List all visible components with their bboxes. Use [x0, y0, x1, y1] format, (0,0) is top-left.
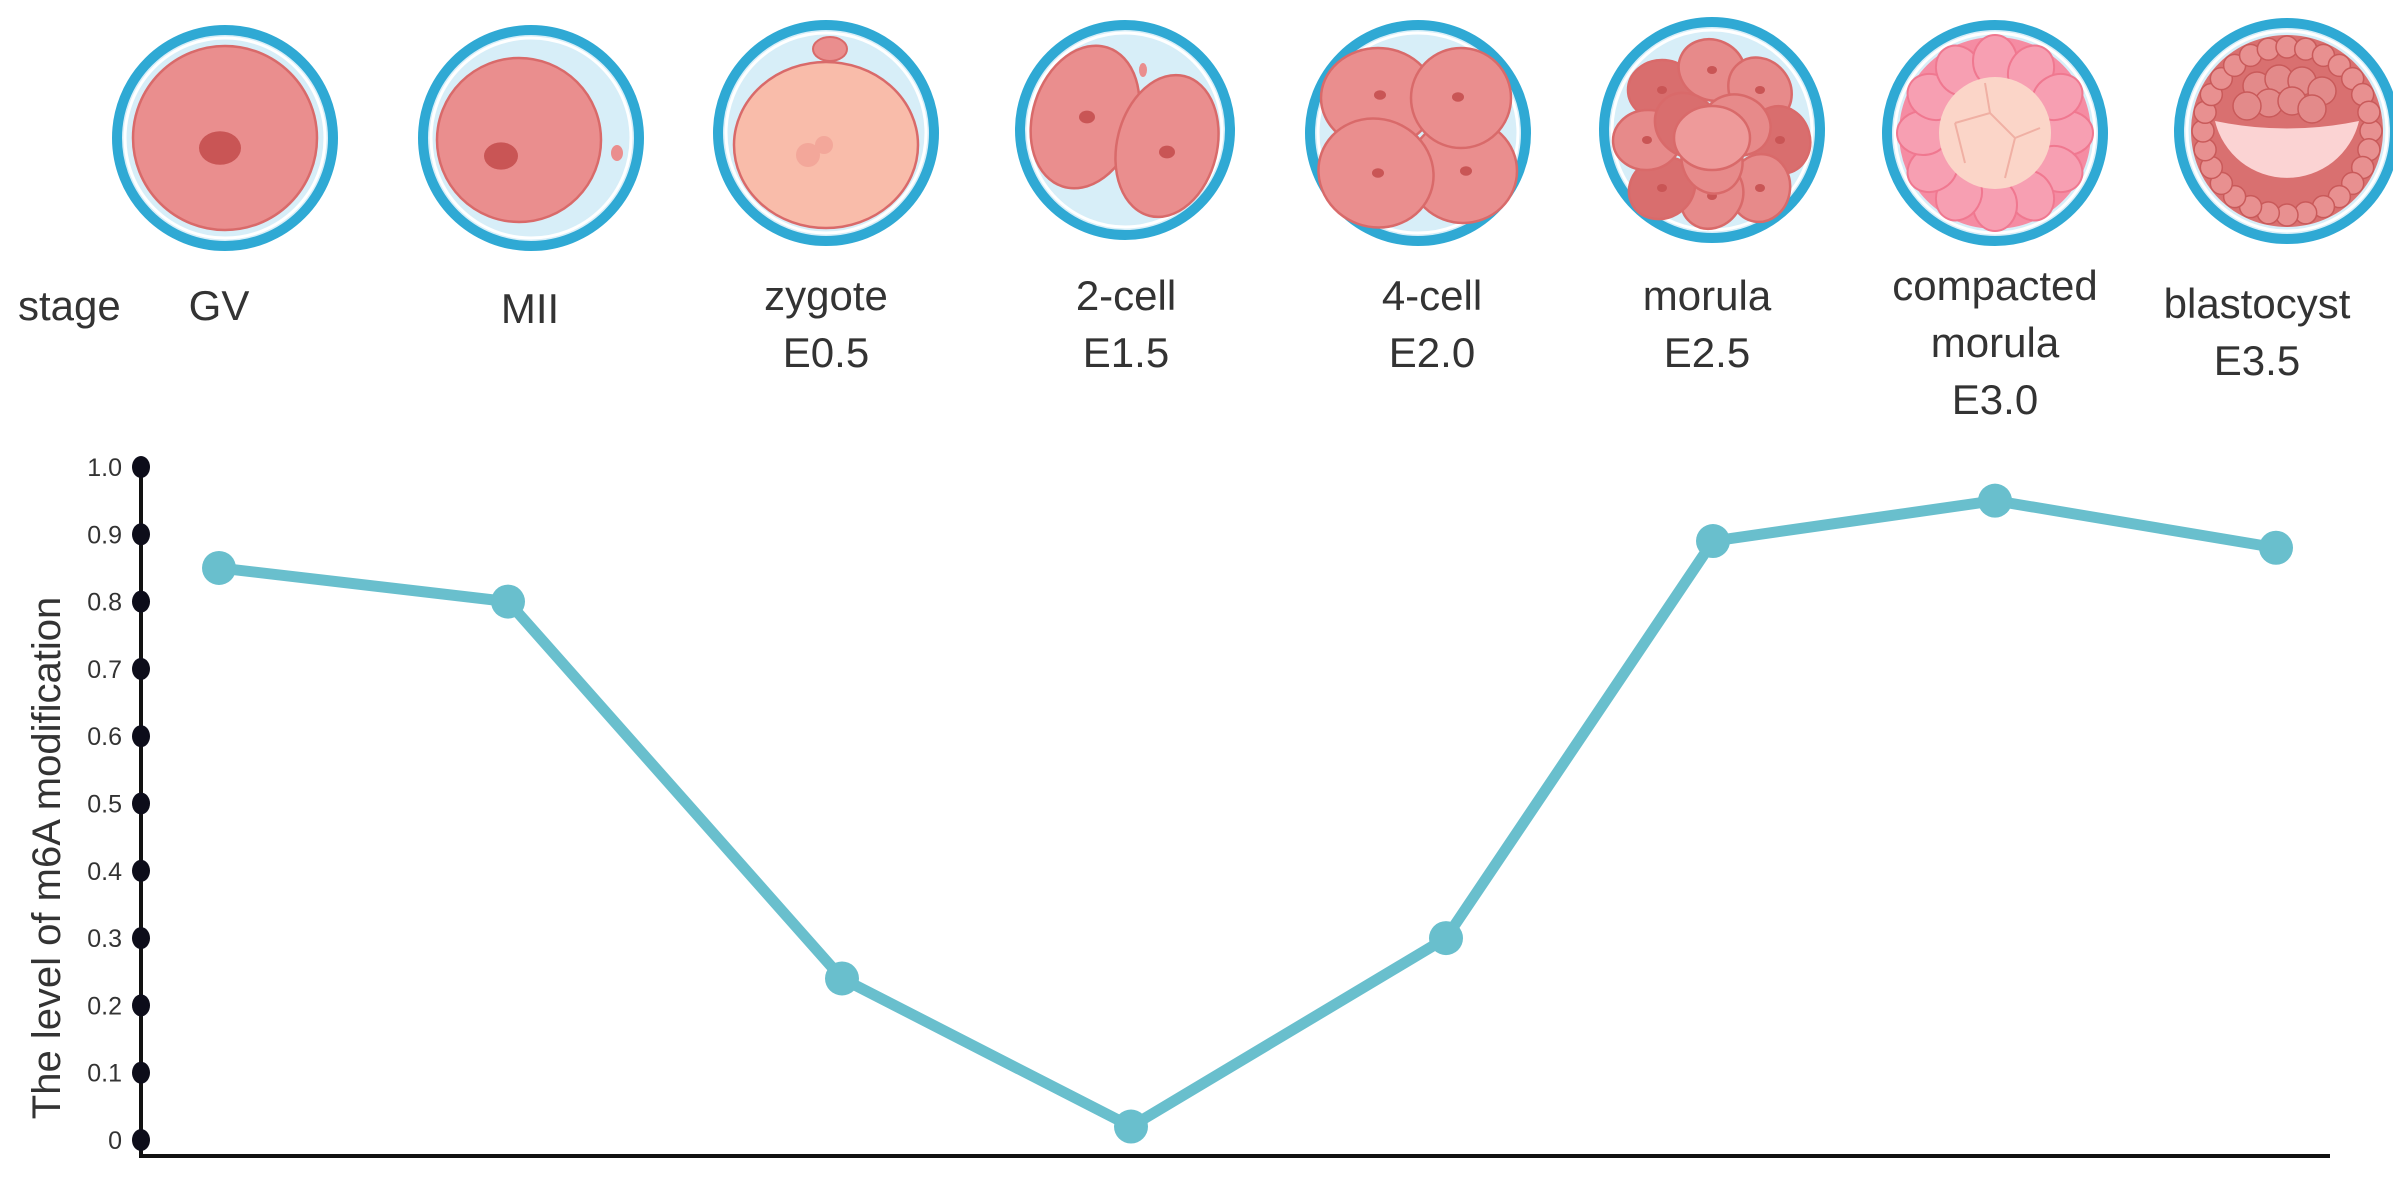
y-tick-label: 0.5 — [87, 791, 122, 819]
stage-label-4cell: E2.0 — [1389, 329, 1475, 376]
y-tick-label: 0.7 — [87, 656, 122, 684]
stage-label-mii: MII — [501, 285, 559, 332]
y-tick-label: 1.0 — [87, 454, 122, 482]
y-tick-mark — [132, 927, 150, 950]
y-tick-mark — [132, 523, 150, 546]
y-tick-label: 0.8 — [87, 589, 122, 617]
embryo-2-cell — [1015, 20, 1235, 240]
y-tick-mark — [132, 859, 150, 882]
y-tick-label: 0.2 — [87, 992, 122, 1020]
series-line — [213, 495, 2282, 1133]
stage-label-4cell: 4-cell — [1382, 272, 1482, 319]
data-point-morula — [1696, 524, 1730, 559]
stage-label-blastocyst: E3.5 — [2214, 337, 2300, 384]
embryo-compacted-morula — [1882, 20, 2108, 246]
data-point-zygote — [825, 961, 859, 996]
y-tick-label: 0.3 — [87, 925, 122, 953]
y-tick-label: 0 — [108, 1127, 122, 1155]
data-point-2cell — [1114, 1109, 1148, 1144]
y-tick-mark — [132, 1129, 150, 1151]
y-tick-mark — [132, 725, 150, 748]
stage-label-2cell: 2-cell — [1076, 272, 1176, 319]
y-tick-mark — [132, 590, 150, 613]
y-ticks: 0 0.1 0.2 0.3 0.4 0.5 0.6 0.7 0.8 0.9 1.0 — [87, 454, 150, 1155]
y-tick-label: 0.1 — [87, 1060, 122, 1088]
line-chart: The level of m6A modification 0 0.1 0.2 0.3… — [25, 454, 2330, 1158]
embryo-4-cell — [1305, 20, 1531, 246]
stage-label-compacted: morula — [1931, 319, 2060, 366]
y-tick-mark — [132, 657, 150, 680]
data-point-compacted — [1978, 483, 2012, 518]
y-tick-mark — [132, 994, 150, 1017]
data-point-mii — [491, 584, 525, 619]
stage-label-morula: morula — [1643, 272, 1772, 319]
stage-label-2cell: E1.5 — [1083, 329, 1169, 376]
stage-labels: GV MII zygote E0.5 2-cell E1.5 4-cell E2.0 morul… — [189, 262, 2351, 423]
embryo-illustrations — [112, 17, 2393, 251]
y-axis-label: The level of m6A modification — [25, 597, 69, 1119]
y-tick-label: 0.6 — [87, 723, 122, 751]
y-tick-mark — [132, 792, 150, 815]
embryo-morula — [1599, 17, 1825, 243]
y-tick-label: 0.4 — [87, 858, 122, 886]
stage-label-compacted: compacted — [1892, 262, 2097, 309]
y-tick-label: 0.9 — [87, 521, 122, 549]
stage-label-zygote: zygote — [764, 272, 888, 319]
y-tick-mark — [132, 456, 150, 478]
stage-label-zygote: E0.5 — [783, 329, 869, 376]
y-tick-mark — [132, 1061, 150, 1084]
embryo-zygote — [713, 20, 939, 246]
embryo-mii — [418, 25, 644, 251]
data-point-4cell — [1429, 921, 1463, 956]
embryo-gv — [112, 25, 338, 251]
stage-row-label: stage — [18, 282, 121, 329]
data-point-gv — [202, 550, 236, 585]
stage-label-compacted: E3.0 — [1952, 376, 2038, 423]
stage-label-gv: GV — [189, 282, 250, 329]
stage-label-blastocyst: blastocyst — [2164, 280, 2351, 327]
embryo-blastocyst — [2174, 18, 2393, 244]
stage-label-morula: E2.5 — [1664, 329, 1750, 376]
data-point-blastocyst — [2259, 530, 2293, 565]
series-m6a-level — [202, 483, 2293, 1144]
